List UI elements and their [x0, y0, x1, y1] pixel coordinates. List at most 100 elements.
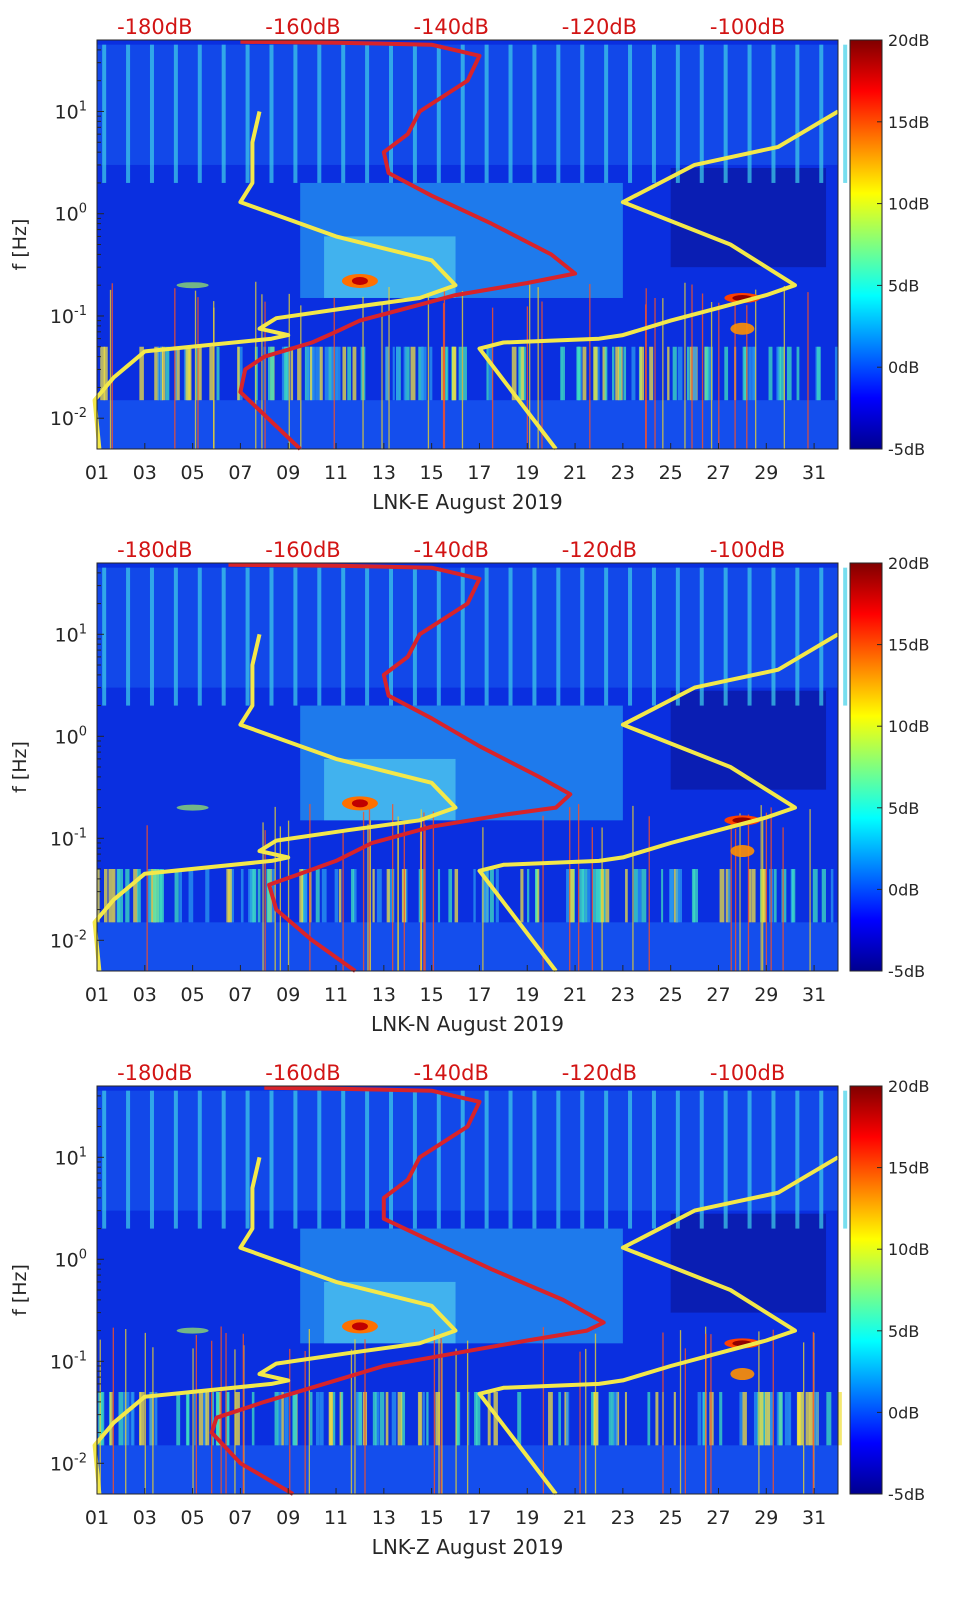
lf-bar: [154, 1392, 158, 1446]
lf-bar: [602, 869, 606, 923]
lf-bar: [350, 869, 355, 923]
lf-bar: [701, 1392, 705, 1446]
x-tick-label: 09: [276, 462, 300, 484]
lf-bar: [108, 869, 114, 923]
x-tick-label: 21: [563, 462, 587, 484]
x-tick-label: 23: [611, 462, 635, 484]
lf-bar: [812, 869, 818, 923]
reference-curve: [477, 632, 840, 973]
colorbar-2: -5dB 0dB 5dB 10dB 15dB 20dB: [849, 554, 930, 981]
x-tick-label: 15: [420, 1507, 444, 1529]
lf-bar: [226, 869, 230, 923]
x-tick-label: 21: [563, 984, 587, 1006]
x-tick-label: 07: [228, 1507, 252, 1529]
lf-bar: [776, 1392, 779, 1446]
daily-stripe: [843, 44, 848, 183]
lf-bar: [692, 346, 697, 401]
top-axis-label: -160dB: [265, 15, 340, 39]
y-tick-label: 10-2: [50, 406, 87, 430]
lf-bar: [315, 1392, 320, 1446]
lf-bar: [315, 346, 321, 401]
lf-bar: [519, 346, 524, 401]
lf-bar: [401, 1392, 406, 1446]
lf-bar: [704, 346, 709, 401]
noise-zone: [97, 567, 838, 688]
lf-bar: [148, 1392, 153, 1446]
daily-stripe: [436, 44, 441, 183]
lf-bar: [830, 869, 834, 923]
lf-bar: [179, 869, 182, 923]
lf-bar: [458, 346, 463, 401]
daily-stripe: [723, 1090, 728, 1229]
lf-bar: [566, 1392, 570, 1446]
lf-bar: [437, 869, 441, 923]
lf-bar: [805, 1392, 811, 1446]
x-tick-label: 21: [563, 1507, 587, 1529]
lf-bar: [661, 869, 664, 923]
lf-bar: [602, 346, 607, 401]
lf-bar: [124, 1392, 130, 1446]
lf-bar: [448, 869, 453, 923]
lf-bar: [209, 346, 214, 401]
hotspot-core: [351, 276, 368, 285]
daily-stripe: [149, 44, 154, 183]
x-tick-label: 29: [754, 1507, 778, 1529]
daily-stripe: [508, 44, 513, 183]
lf-bar: [786, 346, 792, 401]
lf-bar: [467, 1392, 470, 1446]
lf-bar: [560, 346, 563, 401]
x-tick-label: 13: [372, 1507, 396, 1529]
lf-bar: [257, 869, 261, 923]
x-tick-label: 27: [706, 1507, 730, 1529]
lf-bar: [174, 869, 179, 923]
x-tick-label: 17: [467, 984, 491, 1006]
daily-stripe: [269, 44, 274, 183]
lf-bar: [576, 346, 581, 401]
lf-bar: [615, 346, 619, 401]
lf-bar: [481, 869, 486, 923]
quiet-region: [670, 690, 827, 790]
daily-stripe: [245, 44, 250, 183]
daily-stripe: [317, 567, 322, 706]
daily-stripe: [126, 567, 131, 706]
lf-bar: [229, 869, 234, 923]
x-tick-label: 15: [420, 984, 444, 1006]
lf-bar: [336, 346, 341, 401]
lf-bar: [352, 346, 357, 401]
daily-stripe: [843, 1090, 848, 1229]
daily-stripe: [389, 44, 394, 183]
noise-zone: [324, 758, 456, 821]
daily-stripe: [102, 1090, 107, 1229]
low-band-bg: [97, 922, 838, 971]
lf-bar: [211, 1392, 214, 1446]
hotspot-core: [351, 1322, 368, 1331]
lf-bar: [691, 869, 696, 923]
top-axis-label: -100dB: [710, 15, 785, 39]
lf-bar: [486, 346, 489, 401]
daily-stripe: [604, 44, 609, 183]
daily-stripe: [651, 44, 656, 183]
x-tick-label: 07: [228, 462, 252, 484]
lf-bar: [388, 869, 394, 923]
daily-stripe: [269, 1090, 274, 1229]
lf-bar: [773, 869, 777, 923]
lf-bar: [274, 1392, 279, 1446]
lf-bar: [161, 346, 166, 401]
lf-bar: [641, 869, 647, 923]
lf-bar: [637, 869, 642, 923]
daily-stripe: [699, 567, 704, 706]
lf-bar: [266, 869, 271, 923]
daily-stripe: [628, 1090, 633, 1229]
lf-bar: [147, 869, 151, 923]
lf-bar: [112, 869, 116, 923]
x-tick-label: 29: [754, 984, 778, 1006]
daily-stripe: [173, 1090, 178, 1229]
lf-bar: [157, 869, 163, 923]
lf-bar: [355, 1392, 359, 1446]
x-tick-label: 01: [85, 462, 109, 484]
colorbar-tick-label: 0dB: [888, 880, 919, 899]
y-tick-label: 10-1: [50, 826, 87, 850]
lf-bar: [310, 1392, 313, 1446]
lf-bar: [252, 869, 257, 923]
daily-stripe: [604, 567, 609, 706]
